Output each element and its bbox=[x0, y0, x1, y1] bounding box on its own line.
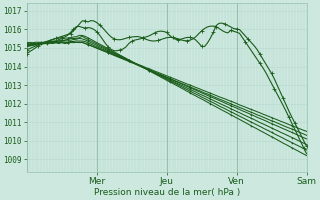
X-axis label: Pression niveau de la mer( hPa ): Pression niveau de la mer( hPa ) bbox=[93, 188, 240, 197]
